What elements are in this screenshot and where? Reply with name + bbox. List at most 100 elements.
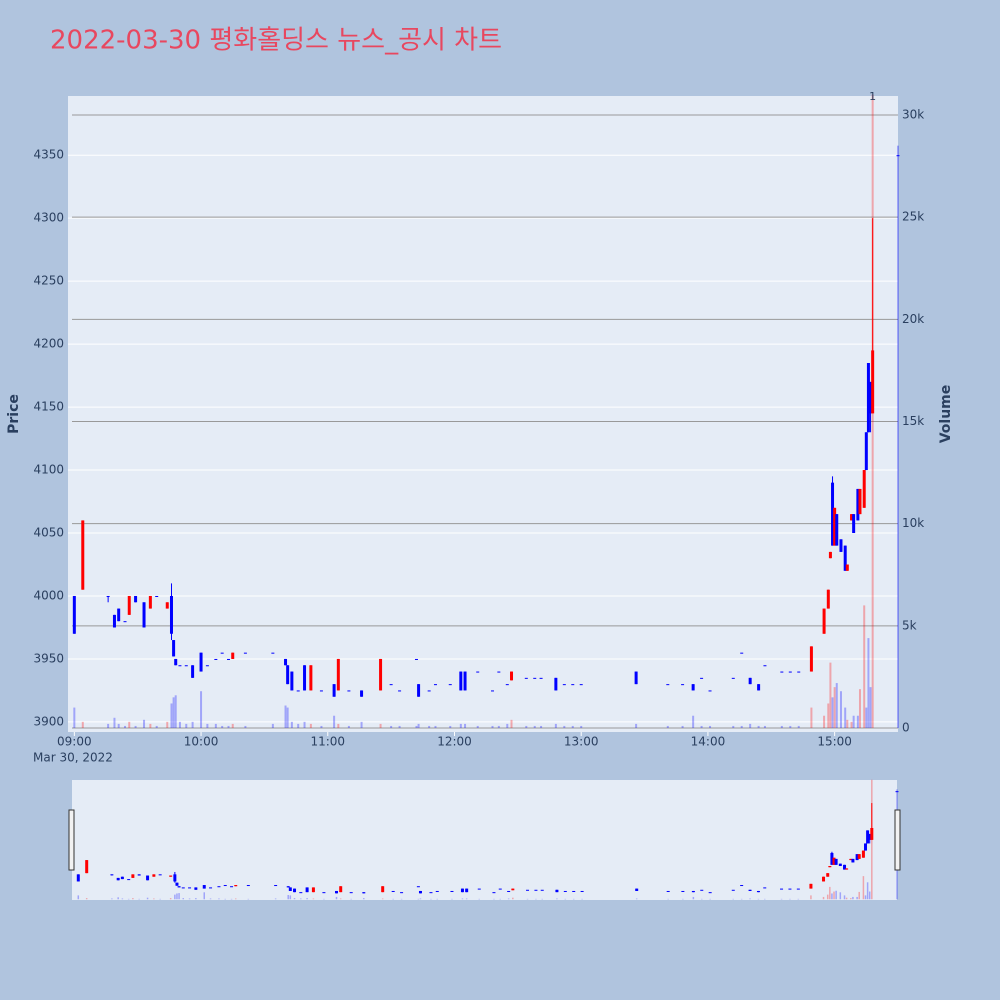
- candle-body: [833, 507, 837, 546]
- slider-volume-bar: [535, 898, 537, 900]
- slider-volume-bar: [826, 894, 829, 900]
- slider-candle-body: [780, 888, 784, 890]
- volume-bar: [333, 715, 336, 728]
- slider-volume-bar: [146, 897, 149, 900]
- slider-volume-bar: [541, 898, 543, 900]
- slider-candle-body: [691, 890, 695, 893]
- candle-body: [332, 684, 336, 697]
- range-slider[interactable]: [72, 780, 897, 900]
- slider-volume-bar: [289, 895, 292, 900]
- slider-candle-body: [700, 889, 704, 891]
- slider-volume-bar: [159, 898, 161, 900]
- slider-candle-body: [572, 890, 576, 892]
- volume-bar: [491, 725, 494, 728]
- y2-tick-label: 30k: [902, 108, 924, 122]
- slider-volume-bar: [312, 898, 315, 900]
- slider-volume-bar: [209, 898, 212, 900]
- volume-bar: [200, 691, 203, 728]
- volume-bar: [858, 689, 861, 728]
- slider-candle-body: [299, 892, 303, 894]
- slider-volume-bar: [274, 898, 277, 900]
- chart-title: 2022-03-30 평화홀딩스 뉴스_공시 차트: [50, 26, 502, 56]
- candle-body: [81, 520, 85, 590]
- candle-body: [871, 350, 875, 414]
- candle-body: [398, 690, 402, 692]
- slider-volume-bar: [833, 891, 835, 900]
- slider-volume-bar: [581, 898, 583, 900]
- candle-body: [708, 690, 712, 692]
- slider-volume-bar: [335, 896, 338, 900]
- slider-volume-bar: [556, 898, 558, 900]
- volume-bar: [390, 725, 393, 728]
- x-tick-label: 12:00: [437, 735, 472, 749]
- slider-candle-body: [194, 887, 198, 890]
- slider-volume-bar: [862, 876, 865, 900]
- candle-body: [533, 677, 537, 679]
- candle-body: [319, 690, 323, 692]
- y-tick-label: 4150: [33, 400, 64, 414]
- volume-bar: [464, 723, 467, 728]
- candle-body: [748, 677, 752, 685]
- slider-volume-bar: [234, 898, 237, 900]
- volume-bar: [865, 707, 868, 728]
- volume-bar: [497, 725, 500, 728]
- volume-bar: [434, 725, 437, 728]
- slider-handle[interactable]: [894, 809, 901, 871]
- slider-volume-bar: [392, 898, 394, 900]
- volume-bar: [320, 725, 323, 728]
- candle-body: [740, 652, 744, 654]
- slider-volume-bar: [419, 898, 422, 900]
- candle-body: [862, 470, 866, 508]
- slider-volume-bar: [111, 898, 113, 900]
- slider-candle-body: [511, 888, 515, 891]
- slider-volume-bar: [400, 898, 403, 900]
- slider-volume-bar: [138, 898, 140, 900]
- slider-volume-bar: [843, 895, 846, 900]
- volume-bar: [839, 691, 842, 728]
- slider-handle[interactable]: [68, 809, 75, 871]
- slider-candle-body: [335, 890, 339, 894]
- y-tick-label: 4250: [33, 274, 64, 288]
- x-tick-label: 09:00: [57, 735, 92, 749]
- candle-body: [562, 684, 566, 686]
- volume-bar: [309, 723, 312, 728]
- slider-candle-body: [809, 883, 813, 889]
- volume-bar: [417, 723, 420, 728]
- volume-bar: [846, 719, 849, 728]
- candle-body: [700, 677, 704, 679]
- volume-bar: [789, 725, 792, 728]
- volume-bar: [155, 725, 158, 728]
- slider-volume-bar: [810, 895, 812, 900]
- volume-bar: [692, 715, 695, 728]
- volume-bar: [476, 725, 479, 728]
- candle-body: [231, 652, 235, 659]
- slider-candle-body: [416, 886, 420, 888]
- volume-bar: [709, 725, 712, 728]
- candle-body: [666, 684, 670, 686]
- candle-body: [106, 595, 110, 597]
- slider-candle-body: [895, 791, 899, 793]
- candle-body: [459, 671, 463, 691]
- candle-body: [691, 684, 695, 691]
- slider-candle-body: [460, 888, 464, 893]
- volume-bar: [191, 721, 194, 728]
- slider-candle-body: [492, 892, 496, 894]
- candle-body: [579, 684, 583, 686]
- candle-body: [199, 652, 203, 672]
- y2-tick-label: 25k: [902, 210, 924, 224]
- volume-bar: [284, 705, 287, 728]
- slider-candle-body: [293, 888, 297, 893]
- slider-volume-bar: [852, 896, 854, 900]
- volume-bar: [286, 707, 289, 728]
- slider-candle-body: [418, 890, 422, 894]
- slider-volume-bar: [822, 896, 825, 900]
- slider-volume-bar: [507, 898, 510, 900]
- slider-candle-body: [555, 889, 559, 893]
- candle-body: [271, 652, 275, 654]
- volume-bar: [231, 723, 234, 728]
- slider-volume-bar: [293, 898, 296, 900]
- y-tick-label: 4200: [33, 337, 64, 351]
- candle-body: [571, 684, 575, 686]
- candle-body: [127, 595, 131, 615]
- volume-bar: [398, 725, 401, 728]
